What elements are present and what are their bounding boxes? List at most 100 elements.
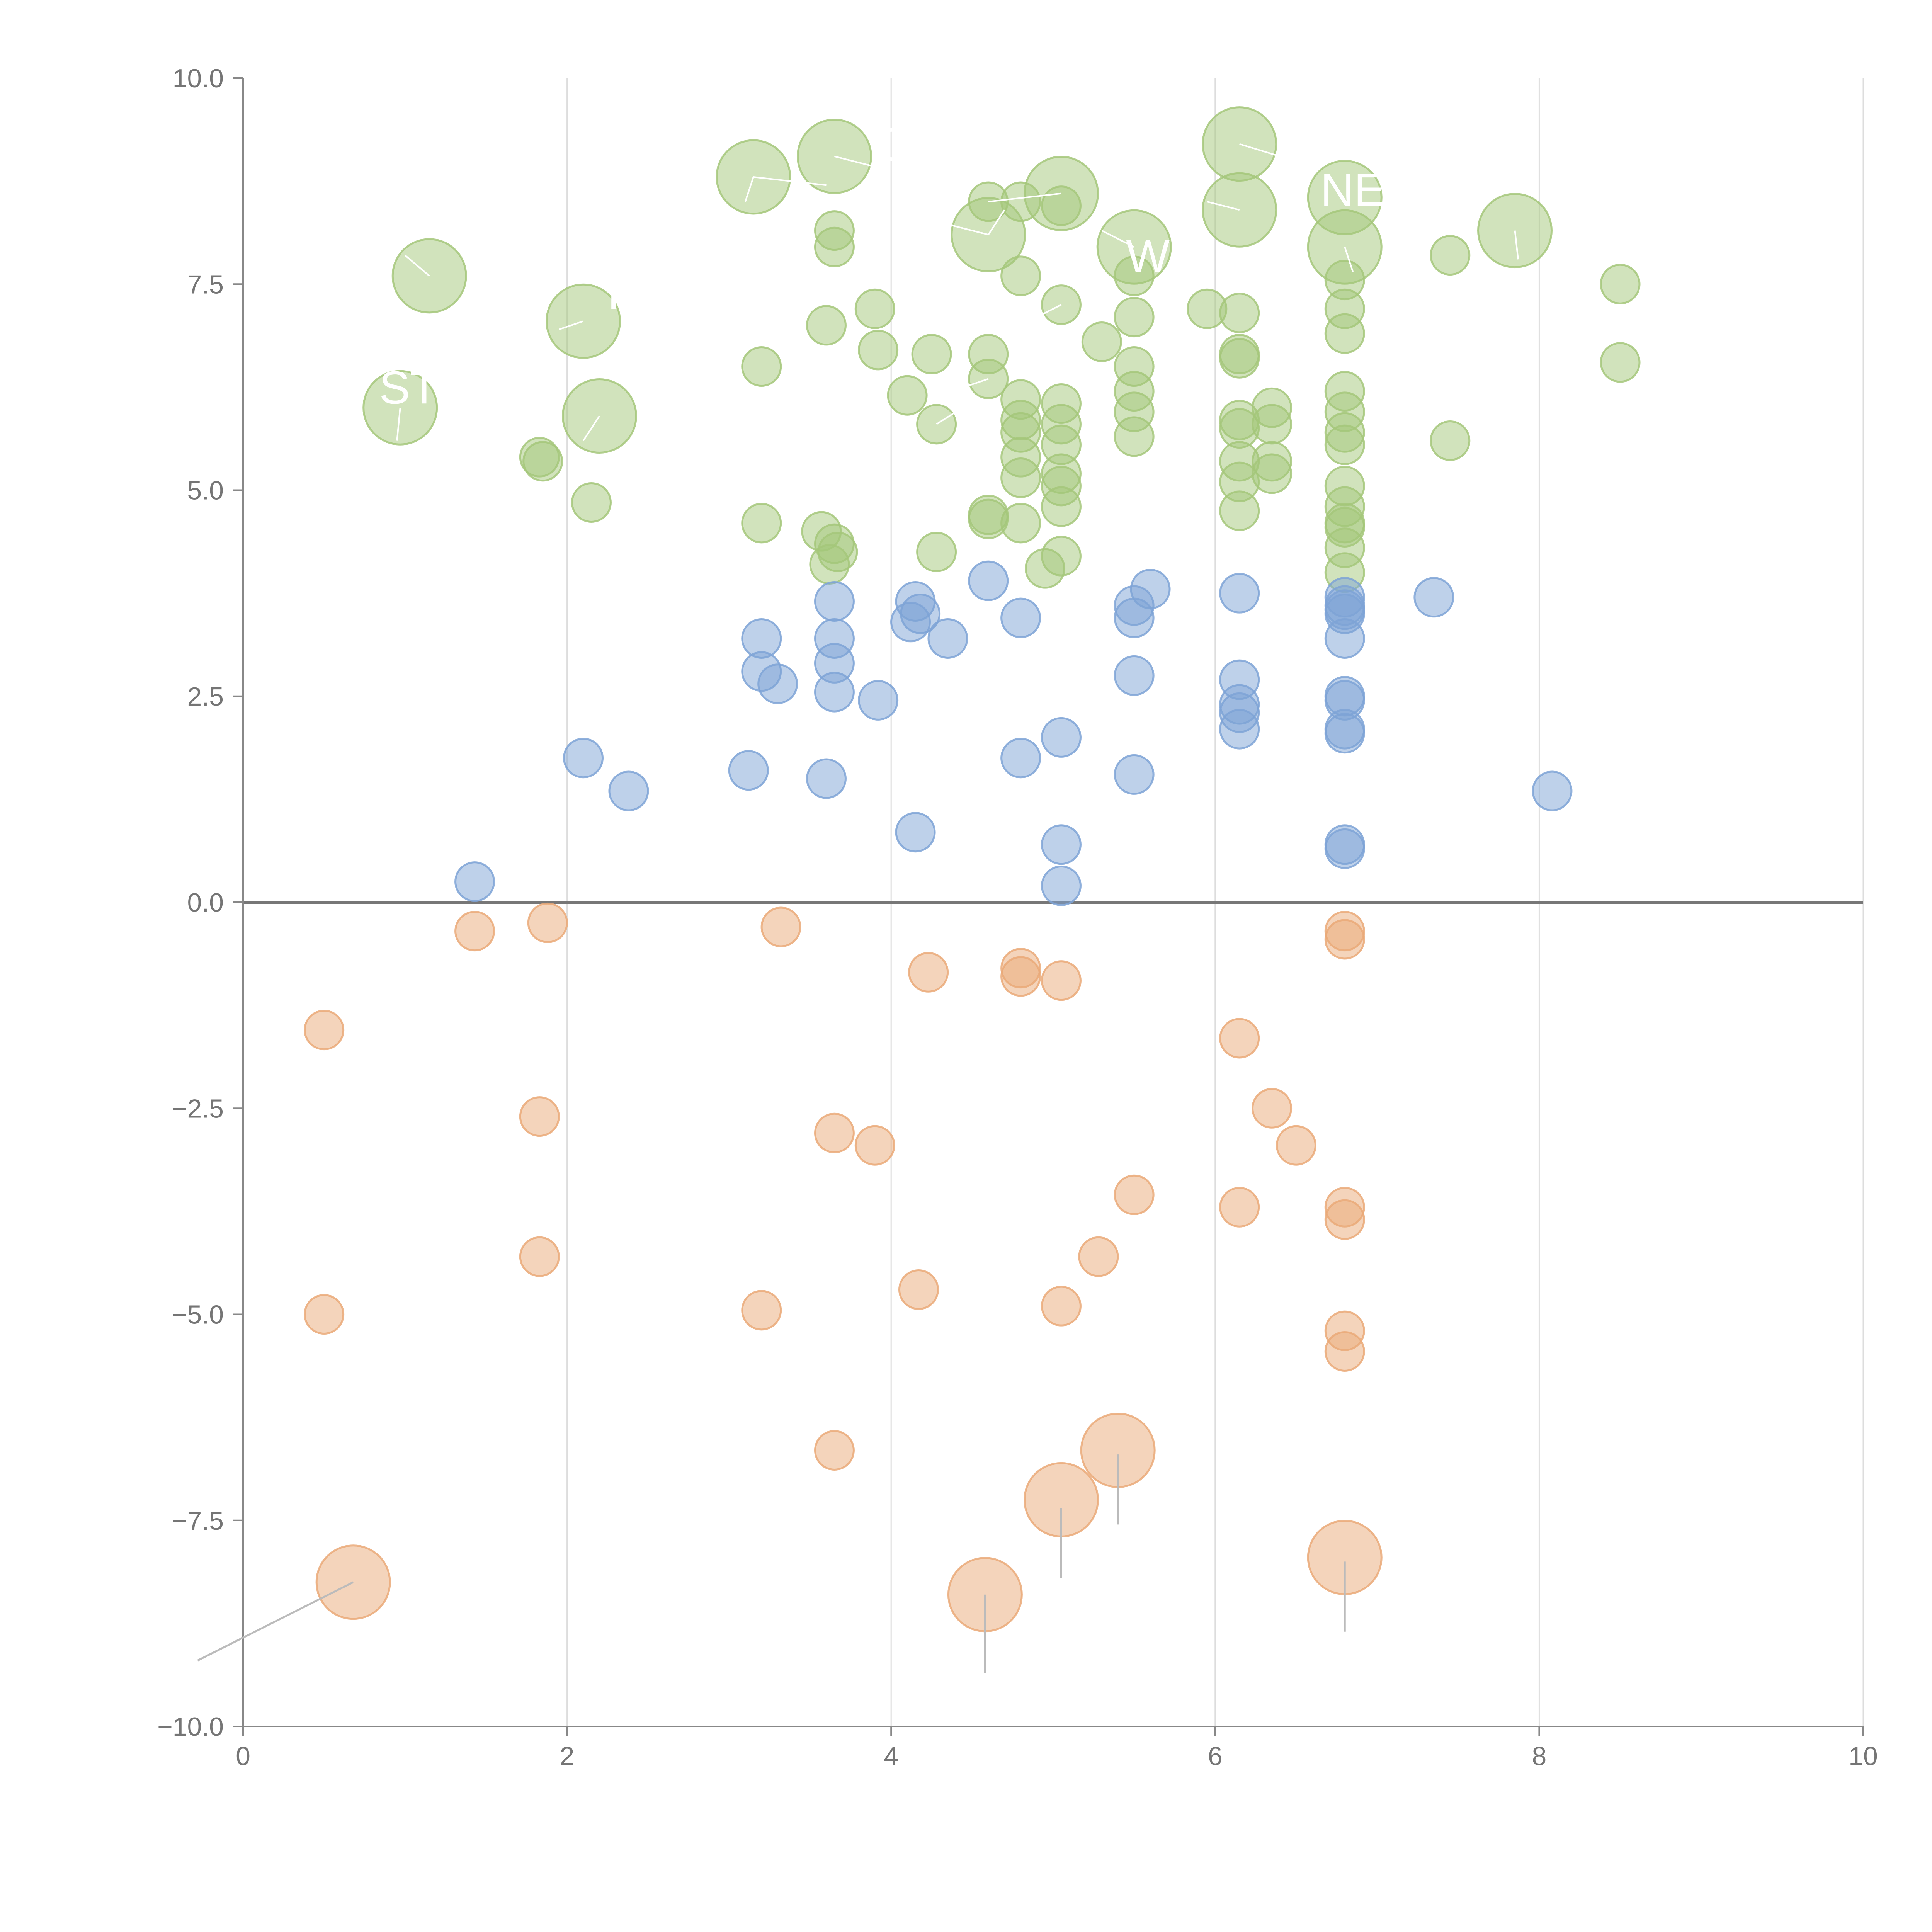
- data-point-low: [898, 1269, 939, 1310]
- leader-line: [1036, 304, 1062, 318]
- data-point-low: [527, 902, 568, 943]
- data-point-low: [304, 1010, 345, 1051]
- series-mid: [454, 560, 1573, 906]
- data-point-high: [1114, 297, 1155, 338]
- data-point-high: [1252, 404, 1293, 445]
- x-tick-label: 0: [236, 1742, 250, 1771]
- data-point-low: [760, 906, 801, 947]
- data-point-mid: [895, 812, 936, 853]
- data-point-low: [741, 1290, 782, 1331]
- data-point-mid: [757, 663, 798, 704]
- leader-line: [923, 217, 989, 236]
- data-point-high: [1252, 453, 1293, 494]
- x-tick-label: 8: [1532, 1742, 1546, 1771]
- annotation-label: NE: [1320, 164, 1385, 216]
- data-point-high: [571, 482, 612, 523]
- leader-line: [582, 415, 600, 441]
- data-point-mid: [454, 861, 495, 902]
- y-tick-label: 2.5: [187, 682, 224, 711]
- data-point-mid: [1324, 618, 1365, 659]
- data-point-high: [1000, 255, 1041, 296]
- leader-line: [1207, 201, 1240, 211]
- data-point-low: [1219, 1187, 1260, 1228]
- x-tick-label: 4: [884, 1742, 898, 1771]
- data-point-low: [1114, 1174, 1155, 1215]
- y-tick-label: 7.5: [187, 270, 224, 299]
- y-tick-label: −7.5: [172, 1506, 224, 1536]
- data-point-mid: [1000, 597, 1041, 638]
- data-point-high: [1219, 293, 1260, 333]
- data-point-low: [304, 1294, 345, 1335]
- data-point-high: [1041, 536, 1082, 577]
- data-point-mid: [890, 602, 931, 643]
- data-point-mid: [1041, 824, 1082, 865]
- data-point-high: [1600, 264, 1641, 304]
- data-point-low: [519, 1236, 560, 1277]
- data-point-high: [1219, 490, 1260, 531]
- leader-line: [405, 255, 430, 277]
- data-point-low: [1219, 1018, 1260, 1059]
- data-point-mid: [1000, 738, 1041, 779]
- data-point-high: [1324, 313, 1365, 354]
- x-tick-label: 2: [560, 1742, 575, 1771]
- data-point-low: [1324, 1331, 1365, 1372]
- data-point-mid: [563, 738, 604, 779]
- data-point-mid: [1219, 709, 1260, 750]
- data-point-low: [814, 1430, 855, 1471]
- x-axis-ticks: 0 2 4 6 8 10: [236, 1726, 1878, 1771]
- data-point-mid: [608, 770, 649, 811]
- data-point-high: [1000, 503, 1041, 544]
- data-point-low: [454, 911, 495, 952]
- data-point-mid: [1041, 865, 1082, 906]
- data-point-low: [519, 1096, 560, 1137]
- x-tick-label: 10: [1849, 1742, 1878, 1771]
- data-point-mid: [1114, 655, 1155, 696]
- data-point-low: [1324, 1199, 1365, 1240]
- annotation-label: ST: [379, 362, 438, 414]
- data-point-high: [916, 531, 957, 572]
- data-point-low: [908, 952, 949, 993]
- data-point-mid: [1114, 754, 1155, 795]
- leader-line: [988, 192, 1061, 202]
- series-low: [304, 902, 1383, 1633]
- leader-line: [1239, 143, 1281, 157]
- data-point-high: [1081, 321, 1122, 362]
- data-point-high: [809, 544, 850, 585]
- leader-line: [1514, 230, 1519, 260]
- data-point-high: [1219, 338, 1260, 379]
- data-point-mid: [806, 758, 847, 799]
- data-point-mid: [1219, 573, 1260, 614]
- data-point-high: [858, 330, 899, 371]
- data-point-mid: [1413, 577, 1454, 618]
- series-high: [362, 106, 1641, 593]
- y-tick-label: 10.0: [173, 64, 224, 93]
- leader-line: [197, 1581, 354, 1662]
- data-point-mid: [927, 618, 968, 659]
- data-point-low: [814, 1112, 855, 1153]
- data-point-low: [1041, 1286, 1082, 1327]
- data-point-high: [741, 346, 782, 387]
- y-tick-label: −2.5: [172, 1094, 224, 1123]
- data-point-low: [854, 1125, 895, 1166]
- data-point-high: [1324, 424, 1365, 465]
- y-tick-label: 5.0: [187, 476, 224, 505]
- data-point-high: [716, 139, 791, 215]
- data-point-high: [887, 375, 928, 416]
- leader-line: [753, 176, 827, 186]
- data-point-high: [1114, 255, 1155, 296]
- leader-line: [1101, 230, 1135, 248]
- data-point-low: [1252, 1088, 1293, 1129]
- leader-line: [1344, 247, 1354, 272]
- leader-line: [558, 320, 584, 330]
- data-point-low: [1000, 956, 1041, 997]
- y-tick-label: −10.0: [157, 1712, 224, 1742]
- y-axis-ticks: −10.0 −7.5 −5.0 −2.5 0.0 2.5 5.0 7.5 10.0: [157, 64, 243, 1742]
- leader-line: [936, 411, 956, 425]
- data-point-mid: [1532, 770, 1573, 811]
- annotation-label: F: [607, 267, 636, 319]
- data-point-high: [1041, 486, 1082, 527]
- data-point-high: [911, 334, 952, 375]
- data-point-mid: [968, 560, 1009, 601]
- data-point-high: [1430, 420, 1471, 461]
